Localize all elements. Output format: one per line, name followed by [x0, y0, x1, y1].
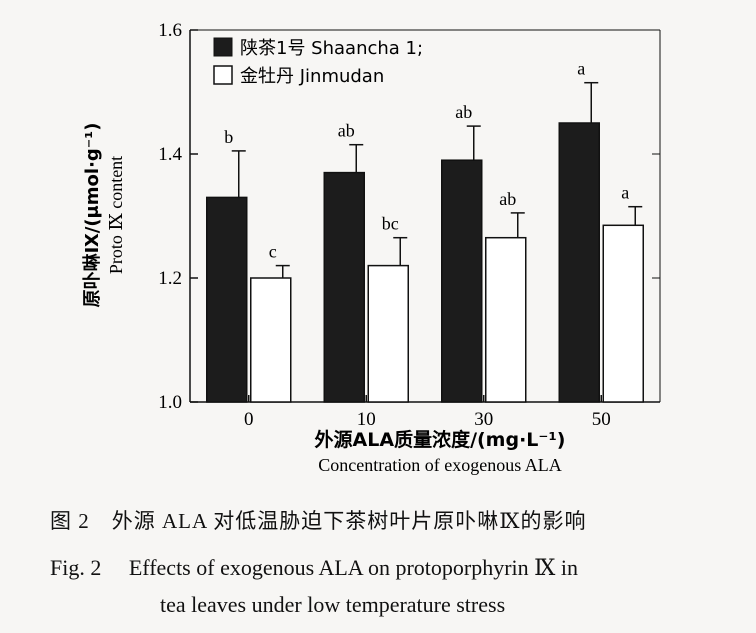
bar-shaancha — [441, 159, 483, 403]
significance-label: a — [621, 183, 629, 203]
y-tick-label: 1.4 — [158, 144, 182, 165]
y-tick-label: 1.6 — [158, 20, 182, 41]
bar-jinmudan — [485, 236, 527, 403]
y-tick-label: 1.0 — [158, 392, 182, 413]
legend: 陕茶1号 Shaancha 1; 金牡丹 Jinmudan — [213, 37, 423, 87]
figure-caption-en-line2: tea leaves under low temperature stress — [160, 592, 506, 617]
x-axis-label-zh: 外源ALA质量浓度/(mg·L⁻¹) — [315, 428, 566, 451]
bar-shaancha — [323, 171, 365, 403]
y-ticks: 1.0 1.2 1.4 1.6 — [158, 20, 660, 413]
significance-label: c — [269, 242, 277, 262]
x-axis-label-en: Concentration of exogenous ALA — [318, 455, 561, 475]
significance-label: b — [224, 127, 233, 147]
legend-swatch-shaancha — [213, 37, 233, 57]
legend-swatch-jinmudan — [213, 65, 233, 85]
significance-label: bc — [382, 214, 399, 234]
bar-jinmudan — [250, 277, 292, 403]
figure-caption-zh: 图 2 外源 ALA 对低温胁迫下茶树叶片原卟啉Ⅸ的影响 — [50, 509, 587, 533]
significance-label: ab — [338, 121, 355, 141]
significance-label: ab — [455, 102, 472, 122]
y-axis-label-en: Proto Ⅸ content — [106, 156, 126, 274]
significance-label: ab — [499, 189, 516, 209]
bar-jinmudan — [367, 264, 409, 403]
x-tick-label: 10 — [357, 409, 376, 430]
x-tick-label: 50 — [592, 409, 611, 430]
x-ticks: 0 10 30 50 — [244, 395, 611, 430]
bar-shaancha — [558, 122, 600, 403]
legend-label-shaancha: 陕茶1号 Shaancha 1; — [240, 38, 423, 59]
significance-label: a — [577, 59, 585, 79]
x-tick-label: 0 — [244, 409, 254, 430]
bar-shaancha — [206, 196, 248, 403]
legend-label-jinmudan: 金牡丹 Jinmudan — [240, 66, 384, 87]
bar-jinmudan — [602, 224, 644, 403]
y-axis-label-zh: 原卟啉Ⅸ/(μmol·g⁻¹) — [82, 123, 103, 308]
y-tick-label: 1.2 — [158, 268, 182, 289]
x-tick-label: 30 — [474, 409, 493, 430]
figure-caption-en-line1: Fig. 2 Effects of exogenous ALA on proto… — [50, 555, 578, 580]
